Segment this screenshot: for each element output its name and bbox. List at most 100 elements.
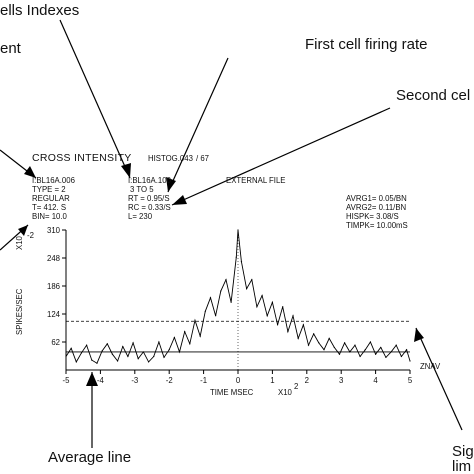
data-point <box>137 358 139 360</box>
data-point <box>117 360 119 362</box>
data-point <box>390 351 392 353</box>
arrowhead-significance <box>414 328 424 342</box>
data-point <box>409 360 411 362</box>
y-multiplier-group: X10 <box>15 235 24 250</box>
data-point <box>111 353 114 355</box>
arrowhead-cells <box>121 163 131 178</box>
data-point <box>375 353 377 355</box>
data-point <box>153 355 155 358</box>
arrow-heads <box>18 163 424 386</box>
data-point <box>194 319 196 321</box>
x-tick-label: 0 <box>236 376 241 385</box>
data-point <box>75 361 77 363</box>
data-points <box>65 229 411 364</box>
y-tick-label: 310 <box>47 226 61 235</box>
data-point <box>369 341 372 343</box>
y-tick-label: 62 <box>51 338 60 347</box>
x-multiplier-exponent: 2 <box>294 382 298 391</box>
regular-flag: REGULAR <box>32 194 70 203</box>
data-point <box>380 346 382 349</box>
avrg2-value: AVRG2= 0.11/BN <box>346 203 406 212</box>
data-point <box>297 337 299 339</box>
data-point <box>209 297 212 299</box>
data-point <box>287 331 289 333</box>
data-point <box>395 344 397 346</box>
data-point <box>127 355 129 358</box>
data-point <box>271 301 273 303</box>
y-multiplier: X10 <box>15 235 24 250</box>
data-point <box>246 288 248 290</box>
data-point <box>359 355 361 358</box>
timpk-value: TIMPK= 10.00mS <box>346 221 408 230</box>
annotation-segment: ent <box>0 40 22 57</box>
y-tick-label: 124 <box>47 310 61 319</box>
data-point <box>276 324 279 326</box>
arrowhead-first-rate <box>166 177 176 192</box>
data-point <box>142 351 144 353</box>
cell1-id: I:BL16A.006 <box>32 176 75 185</box>
arrow-second-rate <box>171 107 391 206</box>
arrow-significance <box>415 327 463 431</box>
arrowhead-average-line <box>86 372 98 386</box>
data-point <box>266 315 268 317</box>
data-point <box>323 349 325 351</box>
data-point <box>184 331 186 333</box>
annotation-cells-indexes: ells Indexes <box>0 2 79 19</box>
x-tick-label: 5 <box>408 376 413 385</box>
data-point <box>220 290 222 292</box>
y-axis-label-group: SPIKES/SEC <box>15 288 24 335</box>
data-point <box>158 341 160 343</box>
x-tick-group: -5 -4 -3 -2 -1 0 1 2 3 4 5 <box>63 370 413 385</box>
data-point <box>235 256 237 258</box>
data-point <box>65 355 67 358</box>
data-point <box>225 279 227 281</box>
data-point <box>122 345 124 348</box>
data-point <box>189 343 191 345</box>
data-point <box>292 315 294 317</box>
data-point <box>237 229 239 231</box>
annotation-average-line: Average line <box>48 449 131 466</box>
data-point <box>333 346 335 349</box>
l-value: L= 230 <box>128 212 153 221</box>
hispk-value: HISPK= 3.08/S <box>346 212 399 221</box>
data-point <box>302 324 304 326</box>
arrow-cells-indexes <box>59 19 131 179</box>
x-tick-label: 2 <box>305 376 309 385</box>
annotation-first-rate: First cell firing rate <box>305 36 428 53</box>
rc-value: RC = 0.33/S <box>128 203 171 212</box>
data-point <box>80 352 83 354</box>
data-point <box>106 343 108 345</box>
arrowhead-second-rate <box>172 195 187 205</box>
y-multiplier-exponent: -2 <box>27 231 34 240</box>
data-point <box>400 355 402 358</box>
data-point <box>251 279 253 281</box>
data-point <box>168 349 170 351</box>
data-point <box>70 347 72 349</box>
t-value: T= 412. S <box>32 203 66 212</box>
data-point <box>313 333 315 335</box>
data-point <box>96 362 98 364</box>
y-tick-group: 310 248 186 124 62 <box>47 226 66 347</box>
cells-range: 3 TO 5 <box>130 185 154 194</box>
x-tick-label: 1 <box>270 376 274 385</box>
data-point <box>261 294 263 297</box>
data-point <box>405 349 408 351</box>
histogram-id: HISTOG.043 <box>148 154 193 163</box>
x-axis-label: TIME MSEC <box>210 388 254 397</box>
arrowhead-bin <box>18 225 28 236</box>
page-index: / 67 <box>196 154 209 163</box>
data-point <box>204 310 206 312</box>
data-point <box>178 351 181 353</box>
x-tick-label: -2 <box>166 376 173 385</box>
annotation-significance: Sig <box>452 443 474 460</box>
y-tick-label: 186 <box>47 282 60 291</box>
x-tick-label: -4 <box>97 376 105 385</box>
data-point <box>328 337 330 339</box>
data-point <box>318 342 320 344</box>
data-point <box>282 306 284 308</box>
data-point <box>349 351 351 353</box>
x-tick-label: 4 <box>373 376 378 385</box>
znav-label: ZNAV <box>420 362 441 371</box>
x-multiplier: X10 <box>278 388 293 397</box>
y-tick-label: 248 <box>47 254 60 263</box>
